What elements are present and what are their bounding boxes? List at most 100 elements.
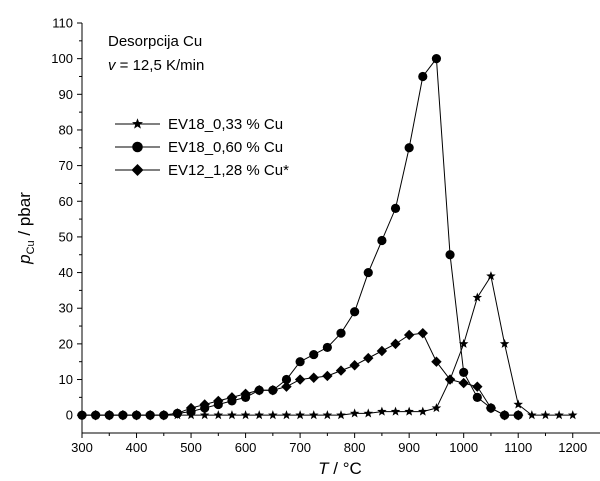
x-tick-label: 800 bbox=[344, 440, 366, 455]
legend-label: EV12_1,28 % Cu* bbox=[168, 162, 289, 179]
data-point-diamond bbox=[199, 399, 210, 410]
data-point-diamond bbox=[417, 327, 428, 339]
y-tick-label: 30 bbox=[59, 301, 73, 316]
data-point-star bbox=[281, 410, 292, 420]
data-point-star bbox=[390, 406, 401, 416]
data-point-star bbox=[363, 408, 374, 418]
data-point-diamond bbox=[458, 377, 469, 389]
legend: EV18_0,33 % Cu EV18_0,60 % Cu EV12_1,28 % … bbox=[115, 116, 289, 179]
data-point-diamond bbox=[144, 409, 156, 421]
data-point-diamond bbox=[240, 388, 251, 399]
data-point-star bbox=[349, 408, 360, 418]
annotation-rate-var: v bbox=[108, 57, 117, 74]
y-axis-title-sub: Cu bbox=[25, 240, 37, 254]
data-point-diamond bbox=[281, 381, 292, 392]
data-point-star bbox=[295, 410, 305, 420]
axes-group bbox=[81, 23, 600, 434]
data-point-star bbox=[499, 338, 510, 348]
data-point-circle bbox=[418, 71, 428, 82]
data-point-circle bbox=[281, 374, 292, 385]
data-point-circle bbox=[295, 357, 305, 367]
data-point-star bbox=[377, 406, 387, 416]
x-tick-label: 900 bbox=[398, 440, 420, 455]
data-point-circle bbox=[377, 235, 387, 246]
data-point-circle bbox=[459, 367, 469, 377]
y-tick-label: 40 bbox=[59, 265, 73, 280]
x-tick-label: 300 bbox=[71, 440, 93, 455]
y-tick-label: 110 bbox=[52, 16, 73, 31]
data-point-diamond bbox=[90, 409, 101, 421]
data-point-circle bbox=[309, 349, 319, 360]
data-point-diamond bbox=[390, 338, 401, 350]
y-axis-title: pCu / pbar bbox=[15, 192, 37, 265]
data-point-star bbox=[322, 410, 333, 420]
annotation-rate: v = 12,5 K/min bbox=[108, 57, 204, 74]
y-tick-label: 100 bbox=[51, 51, 73, 66]
annotation-group: Desorpcija Cu v = 12,5 K/min bbox=[108, 33, 204, 74]
data-point-diamond bbox=[308, 372, 319, 383]
y-tick-label: 70 bbox=[59, 158, 73, 173]
data-point-circle bbox=[431, 54, 442, 64]
data-point-diamond bbox=[294, 374, 306, 385]
legend-marker-star bbox=[132, 118, 143, 129]
data-point-star bbox=[227, 410, 237, 420]
data-point-star bbox=[404, 406, 414, 416]
data-point-diamond bbox=[117, 409, 129, 421]
data-point-circle bbox=[322, 342, 332, 353]
data-point-star bbox=[458, 338, 469, 348]
x-tick-label: 600 bbox=[235, 440, 257, 455]
data-point-star bbox=[240, 410, 251, 420]
legend-label: EV18_0,33 % Cu bbox=[168, 116, 283, 133]
y-tick-label: 90 bbox=[59, 87, 73, 102]
data-point-diamond bbox=[254, 385, 265, 396]
legend-label: EV18_0,60 % Cu bbox=[168, 139, 283, 156]
data-point-star bbox=[308, 410, 319, 420]
data-point-circle bbox=[472, 392, 482, 402]
data-point-star bbox=[431, 403, 442, 413]
data-point-star bbox=[213, 410, 224, 420]
data-point-diamond bbox=[131, 409, 142, 421]
data-point-diamond bbox=[267, 385, 279, 396]
x-axis-title-var: T bbox=[318, 459, 330, 478]
y-axis-title-unit: / pbar bbox=[15, 192, 34, 241]
data-point-diamond bbox=[322, 370, 333, 382]
data-point-star bbox=[199, 410, 210, 420]
data-point-diamond bbox=[213, 395, 224, 407]
data-point-diamond bbox=[349, 360, 360, 371]
data-point-circle bbox=[350, 307, 360, 317]
y-tick-label: 60 bbox=[59, 194, 73, 209]
data-point-star bbox=[472, 292, 483, 302]
data-point-star bbox=[554, 410, 564, 420]
x-tick-label: 700 bbox=[289, 440, 311, 455]
x-tick-label: 1200 bbox=[558, 440, 587, 455]
series-diamond bbox=[76, 327, 524, 421]
x-tick-label: 400 bbox=[126, 440, 148, 455]
y-axis-title-var: p bbox=[15, 254, 34, 264]
data-point-diamond bbox=[499, 409, 510, 421]
data-point-star bbox=[527, 410, 537, 420]
data-point-diamond bbox=[172, 408, 183, 419]
data-point-diamond bbox=[226, 392, 238, 403]
legend-marker-circle bbox=[132, 141, 143, 153]
y-tick-label: 20 bbox=[59, 336, 73, 351]
legend-item: EV18_0,33 % Cu bbox=[115, 116, 283, 133]
data-point-diamond bbox=[485, 402, 497, 414]
data-point-star bbox=[540, 410, 551, 420]
x-axis-title: T / °C bbox=[318, 459, 362, 478]
y-tick-label: 0 bbox=[66, 408, 73, 423]
y-tick-label: 50 bbox=[59, 229, 73, 244]
data-point-diamond bbox=[376, 345, 388, 357]
data-point-circle bbox=[390, 203, 401, 213]
data-point-diamond bbox=[185, 402, 197, 414]
data-point-star bbox=[268, 410, 278, 420]
annotation-title: Desorpcija Cu bbox=[108, 33, 202, 50]
data-point-diamond bbox=[104, 409, 115, 421]
y-tick-label: 80 bbox=[59, 122, 73, 137]
legend-item: EV18_0,60 % Cu bbox=[115, 139, 283, 156]
legend-item: EV12_1,28 % Cu* bbox=[115, 162, 289, 179]
data-point-diamond bbox=[472, 381, 483, 392]
data-point-star bbox=[486, 271, 496, 281]
data-point-diamond bbox=[158, 409, 169, 421]
x-tick-label: 1100 bbox=[504, 440, 532, 455]
